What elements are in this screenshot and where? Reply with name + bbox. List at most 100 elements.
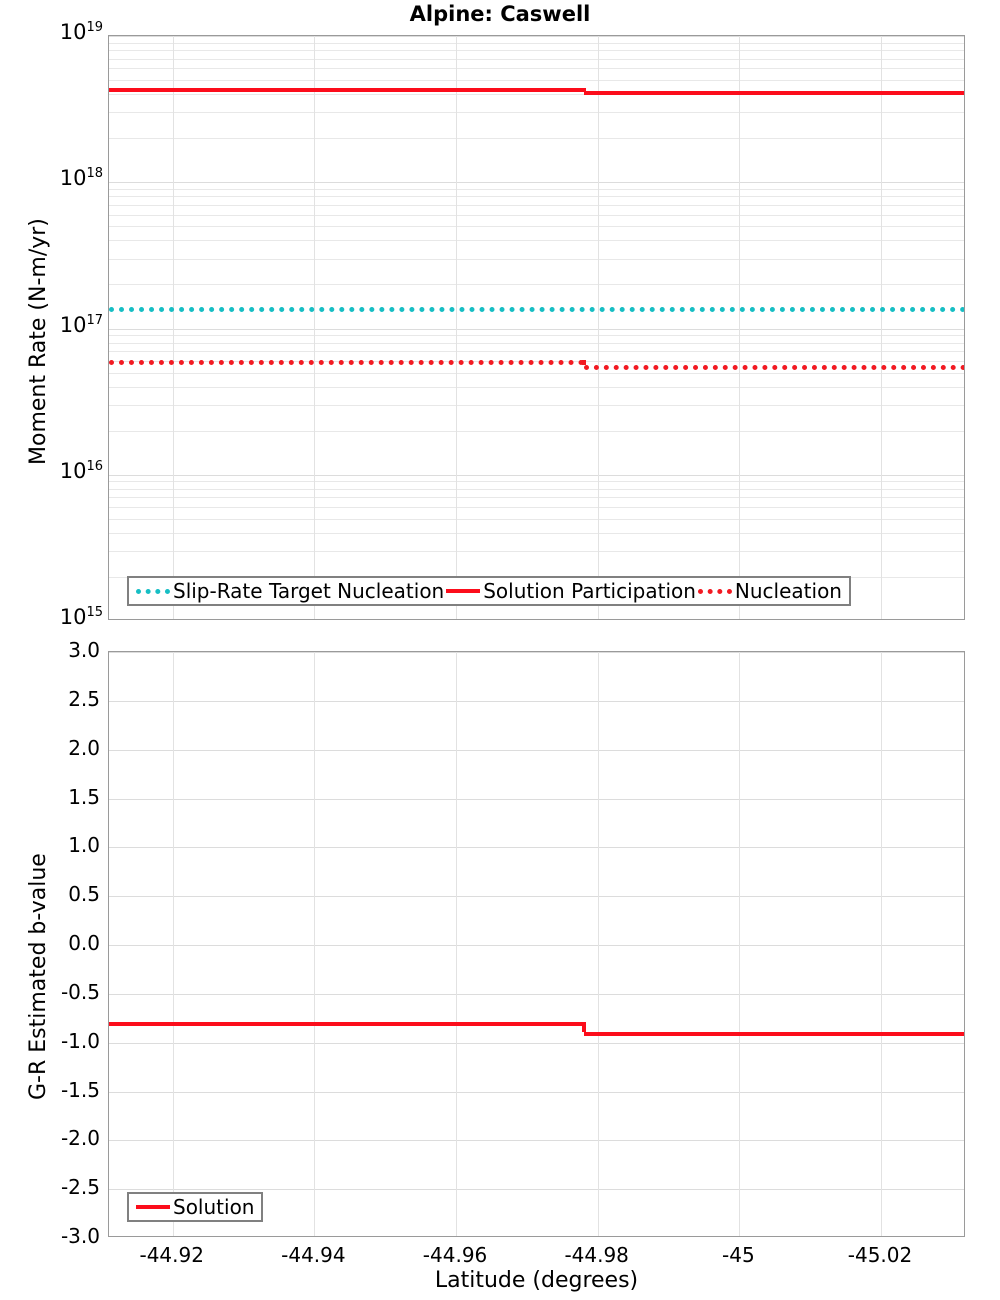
series-segment: [581, 1022, 586, 1032]
legend-entry[interactable]: Solution Participation: [446, 581, 696, 601]
ytick-label: 2.5: [68, 686, 100, 711]
series-segment: [109, 307, 964, 313]
gridline-horizontal: [109, 652, 964, 653]
series-segment: [583, 365, 964, 371]
legend-entry[interactable]: Slip-Rate Target Nucleation: [136, 581, 444, 601]
gridline-horizontal: [109, 847, 964, 848]
gridline-vertical: [456, 652, 457, 1236]
gridline-horizontal: [109, 481, 964, 482]
ytick-label: -1.0: [60, 1028, 100, 1053]
ytick-label: 1017: [59, 312, 103, 337]
gridline-horizontal: [109, 994, 964, 995]
gridline-horizontal: [109, 43, 964, 44]
series-segment: [581, 88, 586, 92]
gridline-horizontal: [109, 945, 964, 946]
gridline-vertical: [739, 652, 740, 1236]
gridline-horizontal: [109, 373, 964, 374]
ytick-label: 0.0: [68, 931, 100, 955]
gridline-horizontal: [109, 405, 964, 406]
ytick-label: -1.5: [60, 1077, 100, 1102]
legend-entry[interactable]: Nucleation: [697, 579, 842, 603]
xtick-label: -45: [722, 1243, 755, 1267]
xtick-label: -44.98: [564, 1243, 629, 1267]
gridline-horizontal: [109, 226, 964, 227]
b-value-plot-area: [108, 651, 965, 1237]
gridline-horizontal: [109, 475, 964, 476]
gridline-horizontal: [109, 112, 964, 113]
gridline-vertical: [314, 36, 315, 619]
gridline-horizontal: [109, 551, 964, 552]
b-value-axis-label: G-R Estimated b-value: [26, 853, 51, 1100]
ytick-label: -3.0: [60, 1224, 100, 1248]
gridline-vertical: [739, 36, 740, 619]
b-value-legend[interactable]: Solution: [127, 1192, 264, 1222]
gridline-vertical: [173, 652, 174, 1236]
gridline-vertical: [881, 36, 882, 619]
gridline-horizontal: [109, 1043, 964, 1044]
legend-label: Solution Participation: [483, 579, 696, 603]
moment-rate-ytick-labels: 1019 1018 1017 1016 1015: [0, 0, 103, 1300]
gridline-horizontal: [109, 701, 964, 702]
latitude-axis-label: Latitude (degrees): [434, 1268, 639, 1293]
gridline-horizontal: [109, 1189, 964, 1190]
gridline-horizontal: [109, 799, 964, 800]
series-segment: [583, 1031, 964, 1036]
xtick-label: -45.02: [847, 1243, 913, 1267]
gridline-horizontal: [109, 259, 964, 260]
ytick-label: 1.5: [68, 784, 100, 809]
ytick-label: 1.0: [68, 833, 100, 858]
gridline-horizontal: [109, 750, 964, 751]
legend-label: Slip-Rate Target Nucleation: [173, 579, 445, 603]
gridline-horizontal: [109, 284, 964, 285]
legend-swatch-line-icon: [446, 589, 481, 593]
gridline-horizontal: [109, 1140, 964, 1141]
legend-label: Nucleation: [734, 579, 842, 603]
moment-rate-plot-inner: [109, 36, 964, 619]
series-segment: [109, 1022, 584, 1027]
xtick-label: -44.94: [281, 1243, 346, 1267]
gridline-horizontal: [109, 182, 964, 183]
ytick-label: 1015: [59, 605, 103, 629]
moment-rate-legend[interactable]: Slip-Rate Target Nucleation Solution Part…: [127, 576, 851, 606]
gridline-horizontal: [109, 50, 964, 51]
ytick-label: -2.0: [60, 1126, 100, 1151]
gridline-horizontal: [109, 351, 964, 352]
gridline-horizontal: [109, 189, 964, 190]
series-segment: [581, 359, 586, 366]
ytick-label: 1018: [59, 166, 103, 191]
gridline-horizontal: [109, 36, 964, 37]
xtick-label: -44.92: [139, 1243, 204, 1267]
gridline-vertical: [173, 36, 174, 619]
ytick-label: 2.0: [68, 735, 100, 760]
series-segment: [583, 91, 964, 96]
gridline-horizontal: [109, 196, 964, 197]
legend-label: Solution: [173, 1195, 255, 1219]
gridline-horizontal: [109, 240, 964, 241]
gridline-vertical: [598, 652, 599, 1236]
gridline-horizontal: [109, 896, 964, 897]
gridline-vertical: [598, 36, 599, 619]
gridline-horizontal: [109, 215, 964, 216]
ytick-label: 0.5: [68, 882, 100, 907]
gridline-vertical: [881, 652, 882, 1236]
b-value-plot-inner: [109, 652, 964, 1236]
gridline-horizontal: [109, 68, 964, 69]
legend-swatch-line-icon: [697, 588, 732, 594]
gridline-vertical: [456, 36, 457, 619]
series-segment: [109, 359, 584, 365]
gridline-horizontal: [109, 533, 964, 534]
ytick-label: -2.5: [60, 1175, 100, 1200]
ytick-label: 1016: [59, 458, 103, 483]
gridline-horizontal: [109, 205, 964, 206]
figure-title: Alpine: Caswell: [409, 2, 591, 26]
legend-entry[interactable]: Solution: [136, 1197, 254, 1217]
gridline-horizontal: [109, 489, 964, 490]
xtick-label: -44.96: [422, 1243, 488, 1267]
gridline-horizontal: [109, 387, 964, 388]
ytick-label: 1019: [59, 20, 103, 44]
moment-rate-plot-area: [108, 35, 965, 620]
gridline-horizontal: [109, 497, 964, 498]
gridline-horizontal: [109, 329, 964, 330]
gridline-horizontal: [109, 335, 964, 336]
gridline-horizontal: [109, 138, 964, 139]
